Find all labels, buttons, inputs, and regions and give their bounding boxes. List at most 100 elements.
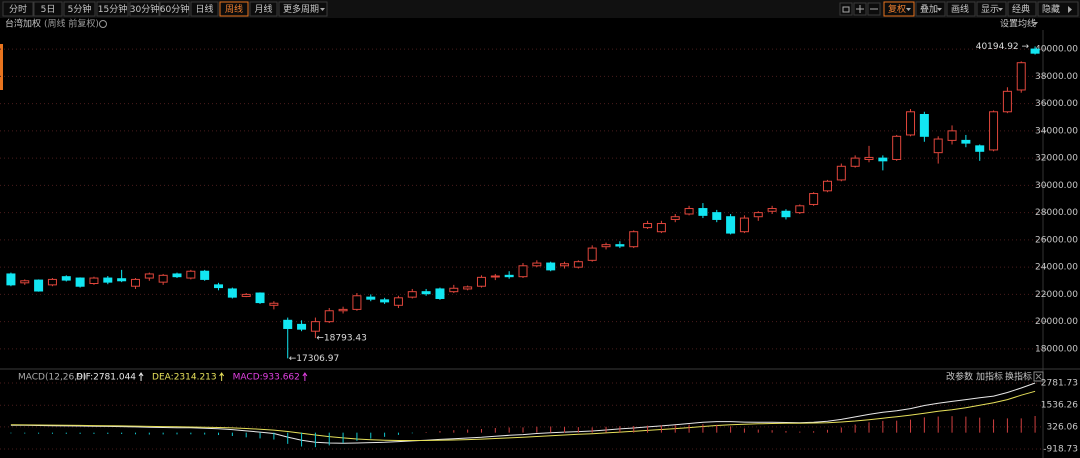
y-tick-label: 20000.00 xyxy=(1035,317,1078,327)
y-tick-label: 26000.00 xyxy=(1035,235,1078,245)
period-label: 月线 xyxy=(254,3,272,15)
candle-body xyxy=(227,288,237,298)
tool-button[interactable] xyxy=(976,1,1007,17)
indicator-menu[interactable]: 改参数 xyxy=(946,371,973,383)
legend-entry: MACD:933.662 xyxy=(233,373,300,383)
period-label: 30分钟 xyxy=(130,3,159,15)
indicator-menu[interactable]: 换指标 xyxy=(1005,371,1032,383)
tool-label: 隐藏 xyxy=(1042,3,1060,15)
candle-body xyxy=(546,262,556,271)
candle-body xyxy=(144,273,154,279)
candle-body xyxy=(186,270,196,279)
period-label: 分时 xyxy=(9,3,27,15)
tool-button[interactable] xyxy=(946,1,976,17)
candle-body xyxy=(435,288,445,299)
candle-body xyxy=(643,223,653,229)
period-label: 周线 xyxy=(225,3,243,15)
macd-line xyxy=(10,390,1036,441)
icon-button[interactable] xyxy=(839,2,853,16)
candle-body xyxy=(297,323,307,330)
instrument-title: 台湾加权 xyxy=(5,18,41,30)
price-annotation: ←17306.97 xyxy=(289,354,339,364)
expand-caret xyxy=(1068,6,1072,13)
candle-body xyxy=(573,261,583,268)
tool-label: 显示 xyxy=(981,4,999,15)
candle-body xyxy=(61,276,71,281)
candle-body xyxy=(310,321,320,332)
candle-body xyxy=(615,244,625,247)
candle-body xyxy=(34,279,44,292)
close-icon xyxy=(1035,373,1042,380)
candle-body xyxy=(6,273,16,286)
price-annotation: 40194.92 → xyxy=(976,42,1030,52)
y-tick-label: 36000.00 xyxy=(1035,99,1078,109)
candle-body xyxy=(1002,90,1012,113)
legend-arrow xyxy=(138,372,144,381)
candle-body xyxy=(989,111,999,151)
candle-body xyxy=(560,263,570,267)
candle-body xyxy=(1030,48,1040,54)
y-tick-label: -918.73 xyxy=(1043,445,1078,455)
candle-body xyxy=(781,210,791,218)
candle-body xyxy=(975,145,985,152)
selection-marker xyxy=(0,44,3,90)
candle-body xyxy=(103,277,113,283)
y-tick-label: 40000.00 xyxy=(1035,45,1078,55)
dropdown-caret xyxy=(320,8,325,11)
candle-body xyxy=(324,310,334,323)
candle-body xyxy=(601,244,611,248)
lock-icon xyxy=(842,6,850,13)
candle-body xyxy=(89,277,99,285)
close-button[interactable] xyxy=(1033,371,1044,382)
y-tick-label: 24000.00 xyxy=(1035,263,1078,273)
period-tab[interactable] xyxy=(219,1,249,17)
settings-icon[interactable] xyxy=(99,20,107,28)
tool-button[interactable] xyxy=(1007,1,1037,17)
candle-body xyxy=(684,208,694,215)
period-tab[interactable] xyxy=(129,1,160,17)
candle-body xyxy=(864,156,874,160)
candle-body xyxy=(518,265,528,278)
candle-body xyxy=(933,138,943,154)
price-annotation: ←18793.43 xyxy=(316,334,366,344)
candle-body xyxy=(200,270,210,280)
candle-body xyxy=(117,278,127,282)
period-tab[interactable] xyxy=(278,1,328,17)
candle-body xyxy=(726,216,736,234)
candle-body xyxy=(504,274,514,278)
candle-body xyxy=(393,297,403,306)
candle-body xyxy=(878,157,888,162)
period-tab[interactable] xyxy=(159,1,190,17)
y-tick-label: 22000.00 xyxy=(1035,290,1078,300)
tool-button[interactable] xyxy=(915,1,946,17)
macd-line xyxy=(10,382,1036,444)
indicator-menu[interactable]: 加指标 xyxy=(976,371,1003,383)
period-tab[interactable] xyxy=(96,1,129,17)
period-tab[interactable] xyxy=(63,1,96,17)
candle-body xyxy=(1016,62,1026,91)
legend-entry: DIF:2781.044 xyxy=(76,373,136,383)
candle-body xyxy=(172,273,182,278)
candle-body xyxy=(449,287,459,293)
period-label: 5分钟 xyxy=(68,3,92,15)
tool-button[interactable] xyxy=(883,1,915,17)
period-tab[interactable] xyxy=(249,1,278,17)
candle-body xyxy=(712,212,722,220)
candle-body xyxy=(20,280,30,284)
ma-setting[interactable]: 设置均线 xyxy=(1000,18,1036,30)
candle-body xyxy=(892,135,902,160)
candle-body xyxy=(490,275,500,278)
candle-body xyxy=(767,208,777,212)
y-tick-label: 1536.26 xyxy=(1041,401,1078,411)
period-tab[interactable] xyxy=(2,1,34,17)
candle-body xyxy=(283,319,293,329)
indicator-title: MACD(12,26,9) xyxy=(18,373,86,383)
period-tab[interactable] xyxy=(190,1,219,17)
candle-body xyxy=(961,139,971,144)
period-tab[interactable] xyxy=(33,1,63,17)
candle-body xyxy=(130,278,140,287)
candle-body xyxy=(75,277,85,287)
